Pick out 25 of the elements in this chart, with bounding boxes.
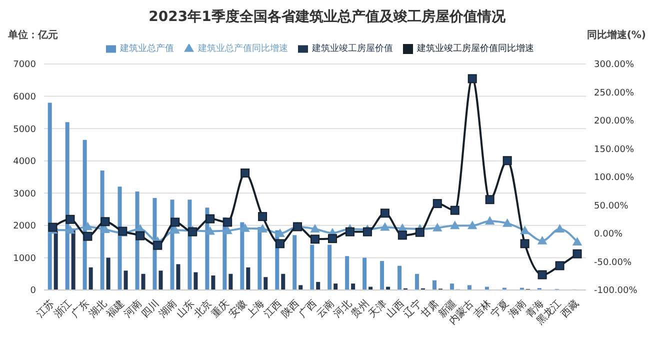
- y-tick-label: 7000: [13, 60, 36, 70]
- y2-tick-label: 250.00%: [594, 88, 634, 98]
- legend-label: 建筑业总产值同比增速: [198, 44, 288, 54]
- x-tick-label: 西藏: [558, 298, 582, 320]
- y-axis-title: 单位：亿元: [8, 28, 58, 42]
- y-tick-label: 3000: [13, 189, 36, 200]
- y2-tick-label: -50.00%: [594, 258, 632, 268]
- y2-tick-label: 0.00%: [594, 230, 624, 240]
- y-tick-label: 0: [30, 286, 36, 296]
- y2-tick-label: 150.00%: [594, 144, 634, 155]
- legend-label: 建筑业总产值: [120, 44, 174, 54]
- legend-label: 建筑业竣工房屋价值: [312, 44, 393, 54]
- y-tick-label: 2000: [13, 222, 36, 232]
- y-tick-label: 1000: [13, 254, 36, 264]
- y2-tick-label: 100.00%: [594, 173, 634, 184]
- y2-tick-label: 200.00%: [594, 116, 634, 127]
- y-tick-label: 4000: [13, 157, 36, 168]
- y-tick-label: 6000: [13, 92, 36, 102]
- chart-title: 2023年1季度全国各省建筑业总产值及竣工房屋价值情况: [148, 8, 506, 27]
- y2-axis-title: 同比增速(%): [586, 28, 646, 42]
- y2-tick-label: 300.00%: [594, 60, 634, 70]
- y-tick-label: 5000: [13, 124, 36, 135]
- y2-tick-label: 50.00%: [594, 201, 629, 212]
- y2-tick-label: -100.00%: [594, 286, 638, 296]
- legend-label: 建筑业竣工房屋价值同比增速: [417, 44, 534, 54]
